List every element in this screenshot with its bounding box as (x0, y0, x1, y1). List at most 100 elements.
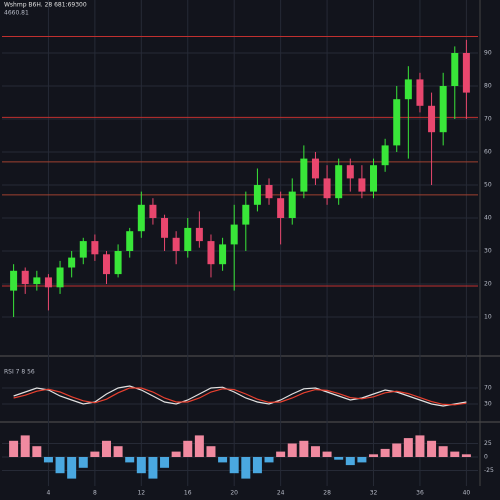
candle-body (277, 198, 285, 218)
y-tick-label: 60 (484, 149, 492, 156)
candle-body (172, 237, 180, 251)
x-tick-label: 8 (93, 490, 97, 497)
histogram-bar (334, 457, 344, 460)
indicator-title: RSI 7 8 56 (4, 369, 35, 376)
histogram-bar (67, 457, 77, 479)
candle-body (346, 165, 354, 179)
candle-body (381, 145, 389, 166)
candle-body (44, 277, 52, 288)
y-tick-label: 90 (484, 50, 492, 57)
histogram-bar (125, 457, 135, 463)
histogram-bar (113, 446, 123, 457)
histogram-bar (310, 446, 320, 457)
candle-body (253, 185, 261, 205)
candle-body (161, 218, 169, 238)
histogram-bar (252, 457, 262, 474)
candle-body (126, 231, 134, 251)
histogram-bar (55, 457, 65, 474)
candle-body (323, 178, 331, 199)
y-tick-label: 30 (484, 248, 492, 255)
x-tick-label: 32 (370, 490, 378, 497)
histogram-bar (450, 451, 460, 457)
histogram-bar (43, 457, 53, 463)
candle-body (335, 165, 343, 199)
candle-body (462, 53, 470, 93)
histogram-bar (241, 457, 251, 479)
chart-subtitle: 4660.81 (4, 10, 29, 17)
y-tick-label: 0 (484, 454, 488, 461)
candle-body (21, 270, 29, 284)
histogram-bar (32, 446, 42, 457)
histogram-bar (160, 457, 170, 468)
y-tick-label: 10 (484, 314, 492, 321)
candle-body (137, 204, 145, 232)
indicator-line (13, 387, 467, 406)
candle-body (451, 53, 459, 86)
histogram-bar (20, 435, 30, 457)
histogram-bar (287, 443, 297, 457)
candle-body (393, 99, 401, 146)
candle-body (242, 204, 250, 225)
candle-body (33, 277, 41, 284)
x-tick-label: 16 (184, 490, 192, 497)
histogram-bar (438, 446, 448, 457)
candle-body (288, 191, 296, 218)
candle-body (219, 244, 227, 265)
candle-body (311, 158, 319, 179)
candle-body (10, 270, 18, 291)
candle-body (230, 224, 238, 245)
candle-body (68, 257, 76, 268)
histogram-bar (78, 457, 88, 468)
candle-body (207, 241, 215, 265)
x-tick-label: 40 (463, 490, 471, 497)
histogram-bar (403, 438, 413, 457)
y-tick-label: 40 (484, 215, 492, 222)
candle-body (358, 178, 366, 192)
candle-body (416, 79, 424, 106)
candle-body (195, 227, 203, 242)
candle-body (404, 79, 412, 100)
histogram-bar (427, 440, 437, 457)
histogram-bar (392, 443, 402, 457)
candle-body (300, 158, 308, 192)
y-tick-label: 70 (484, 116, 492, 123)
x-tick-label: 28 (323, 490, 331, 497)
candle-body (265, 185, 273, 199)
histogram-bar (229, 457, 239, 474)
candle-body (79, 241, 87, 258)
histogram-bar (206, 446, 216, 457)
x-tick-label: 12 (137, 490, 145, 497)
candle-body (102, 254, 110, 275)
x-tick-label: 20 (230, 490, 238, 497)
y-tick-label: 50 (484, 182, 492, 189)
candle-body (56, 267, 64, 288)
histogram-bar (148, 457, 158, 479)
candle-body (184, 227, 192, 251)
candle-body (439, 86, 447, 133)
y-tick-label: 80 (484, 83, 492, 90)
candle-body (370, 165, 378, 192)
candle-body (149, 204, 157, 218)
y-tick-label: -25 (484, 467, 494, 474)
candle-body (114, 251, 122, 275)
histogram-bar (264, 457, 274, 463)
histogram-bar (461, 454, 471, 457)
histogram-bar (218, 457, 228, 463)
y-tick-label: 25 (484, 440, 492, 447)
histogram-bar (357, 457, 367, 463)
histogram-bar (136, 457, 146, 474)
candle-body (91, 241, 99, 255)
x-tick-label: 24 (277, 490, 285, 497)
x-tick-label: 36 (416, 490, 424, 497)
histogram-bar (322, 451, 332, 457)
histogram-bar (299, 440, 309, 457)
x-tick-label: 4 (47, 490, 51, 497)
histogram-bar (90, 451, 100, 457)
y-tick-label: 70 (484, 385, 492, 392)
y-tick-label: 30 (484, 401, 492, 408)
histogram-bar (380, 448, 390, 457)
y-tick-label: 20 (484, 281, 492, 288)
